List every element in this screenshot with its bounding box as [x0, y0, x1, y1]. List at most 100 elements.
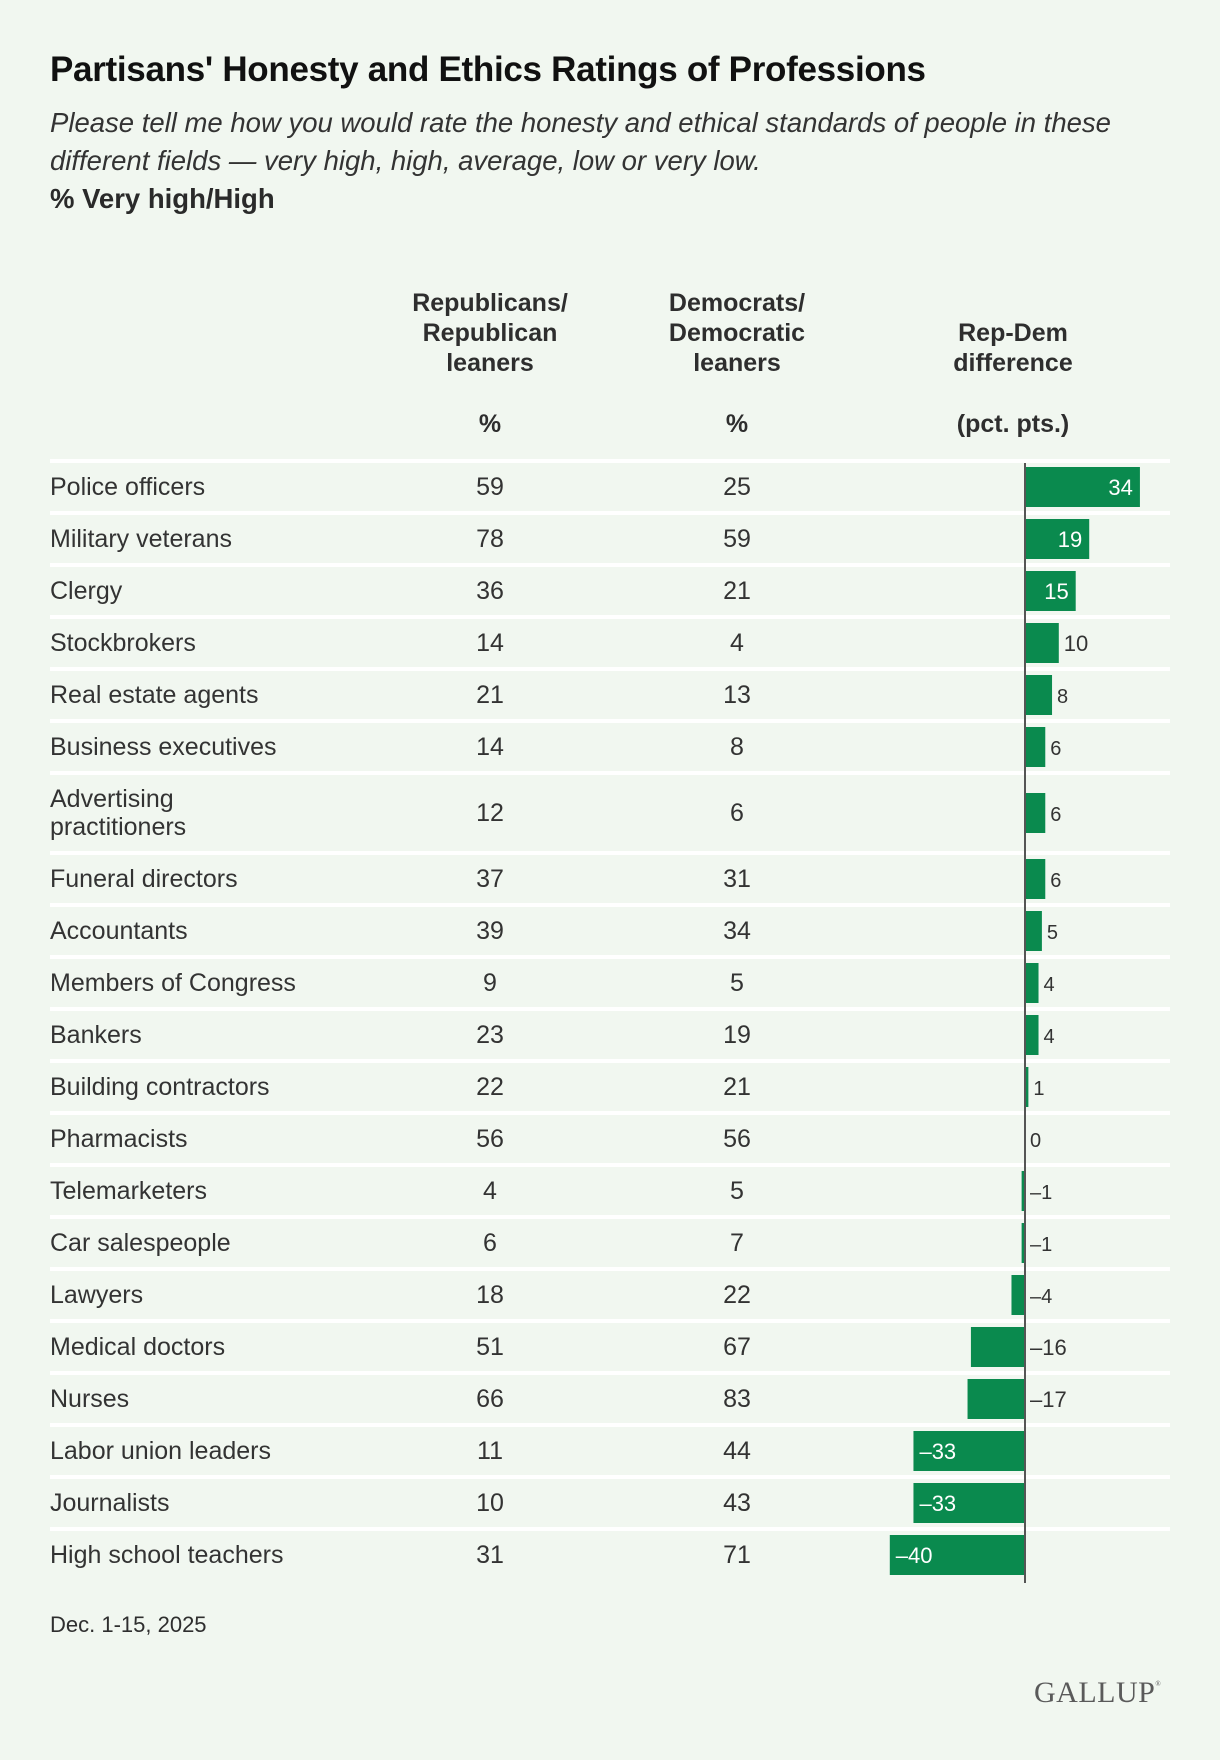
chart-title: Partisans' Honesty and Ethics Ratings of… — [50, 50, 926, 89]
republican-value: 21 — [476, 680, 504, 709]
table-row: Building contractors 22 21 — [50, 1059, 1170, 1111]
republican-value: 59 — [476, 472, 504, 501]
democrat-value: 25 — [723, 472, 751, 501]
difference-column-header: Rep-Dem difference — [900, 318, 1126, 378]
republican-value: 31 — [476, 1540, 504, 1569]
table-row: Car salespeople 6 7 — [50, 1215, 1170, 1267]
democrat-value: 7 — [730, 1228, 744, 1257]
table-row: Accountants 39 34 — [50, 903, 1170, 955]
democrat-value: 31 — [723, 864, 751, 893]
table-row: Lawyers 18 22 — [50, 1267, 1170, 1319]
republican-value: 14 — [476, 628, 504, 657]
table-row: Clergy 36 21 — [50, 563, 1170, 615]
profession-label: Accountants — [50, 917, 188, 945]
democrat-value: 34 — [723, 916, 751, 945]
profession-label: Car salespeople — [50, 1229, 231, 1257]
republican-value: 9 — [483, 968, 497, 997]
table-row: Business executives 14 8 — [50, 719, 1170, 771]
profession-label: Police officers — [50, 473, 206, 501]
republican-value: 4 — [483, 1176, 497, 1205]
democrat-value: 22 — [723, 1280, 751, 1309]
republicans-unit: % — [478, 410, 502, 438]
profession-label: High school teachers — [50, 1541, 284, 1569]
republican-value: 23 — [476, 1020, 504, 1049]
profession-label: Building contractors — [50, 1073, 270, 1101]
republican-value: 10 — [476, 1488, 504, 1517]
logo-text: GALLUP — [1034, 1676, 1156, 1709]
democrat-value: 21 — [723, 576, 751, 605]
profession-label: Pharmacists — [50, 1125, 188, 1153]
table-row: Nurses 66 83 — [50, 1371, 1170, 1423]
ratings-table: Police officers 59 25 Military veterans 78 59… — [50, 459, 1170, 1579]
democrat-value: 8 — [730, 732, 744, 761]
profession-label: Stockbrokers — [50, 629, 196, 657]
survey-date: Dec. 1-15, 2025 — [50, 1612, 207, 1637]
table-row: Real estate agents 21 13 — [50, 667, 1170, 719]
profession-label: Bankers — [50, 1021, 142, 1049]
profession-label: Members of Congress — [50, 969, 296, 997]
chart-subtitle: Please tell me how you would rate the ho… — [50, 107, 1111, 176]
democrat-value: 6 — [730, 798, 744, 827]
republican-value: 12 — [476, 798, 504, 827]
republican-value: 18 — [476, 1280, 504, 1309]
header-line: Republican — [422, 319, 558, 347]
profession-label: Medical doctors — [50, 1333, 226, 1361]
header-line: Democrats/ — [668, 289, 806, 317]
table-row: Military veterans 78 59 — [50, 511, 1170, 563]
header-line: difference — [953, 349, 1073, 377]
profession-label: Funeral directors — [50, 865, 238, 893]
democrat-value: 59 — [723, 524, 751, 553]
difference-unit: (pct. pts.) — [956, 410, 1070, 438]
gallup-logo: GALLUP® — [1034, 1676, 1161, 1710]
profession-label: Journalists — [50, 1489, 170, 1517]
democrat-value: 83 — [723, 1384, 751, 1413]
democrat-value: 19 — [723, 1020, 751, 1049]
header-line: leaners — [446, 349, 534, 377]
table-row: Pharmacists 56 56 — [50, 1111, 1170, 1163]
table-row: Bankers 23 19 — [50, 1007, 1170, 1059]
header-line: Rep-Dem — [958, 319, 1068, 347]
democrat-value: 4 — [730, 628, 744, 657]
profession-label: Advertising practitioners — [50, 785, 187, 841]
democrat-value: 56 — [723, 1124, 751, 1153]
democrat-value: 5 — [730, 968, 744, 997]
table-row: Telemarketers 4 5 — [50, 1163, 1170, 1215]
profession-label: Military veterans — [50, 525, 232, 553]
republican-value: 14 — [476, 732, 504, 761]
republican-value: 56 — [476, 1124, 504, 1153]
republican-value: 66 — [476, 1384, 504, 1413]
table-row: Members of Congress 9 5 — [50, 955, 1170, 1007]
republicans-column-header: Republicans/ Republican leaners — [390, 288, 590, 378]
measure-label: % Very high/High — [50, 183, 275, 214]
democrat-value: 71 — [723, 1540, 751, 1569]
header-line: leaners — [693, 349, 781, 377]
democrat-value: 67 — [723, 1332, 751, 1361]
republican-value: 39 — [476, 916, 504, 945]
table-row: Medical doctors 51 67 — [50, 1319, 1170, 1371]
republican-value: 51 — [476, 1332, 504, 1361]
democrats-column-header: Democrats/ Democratic leaners — [637, 288, 837, 378]
democrat-value: 21 — [723, 1072, 751, 1101]
profession-label: Nurses — [50, 1385, 130, 1413]
democrat-value: 44 — [723, 1436, 751, 1465]
profession-label: Real estate agents — [50, 681, 259, 709]
republican-value: 22 — [476, 1072, 504, 1101]
table-row: Journalists 10 43 — [50, 1475, 1170, 1527]
profession-label: Business executives — [50, 733, 277, 761]
header-line: Democratic — [668, 319, 806, 347]
profession-label: Clergy — [50, 577, 123, 605]
table-row: Funeral directors 37 31 — [50, 851, 1170, 903]
table-row: High school teachers 31 71 — [50, 1527, 1170, 1579]
republican-value: 37 — [476, 864, 504, 893]
democrats-unit: % — [725, 410, 749, 438]
democrat-value: 43 — [723, 1488, 751, 1517]
table-row: Labor union leaders 11 44 — [50, 1423, 1170, 1475]
democrat-value: 13 — [723, 680, 751, 709]
republican-value: 11 — [477, 1436, 503, 1465]
registered-mark: ® — [1155, 1680, 1162, 1688]
header-line: Republicans/ — [412, 289, 568, 317]
table-row: Police officers 59 25 — [50, 459, 1170, 511]
republican-value: 78 — [476, 524, 504, 553]
profession-label: Lawyers — [50, 1281, 144, 1309]
republican-value: 36 — [476, 576, 504, 605]
